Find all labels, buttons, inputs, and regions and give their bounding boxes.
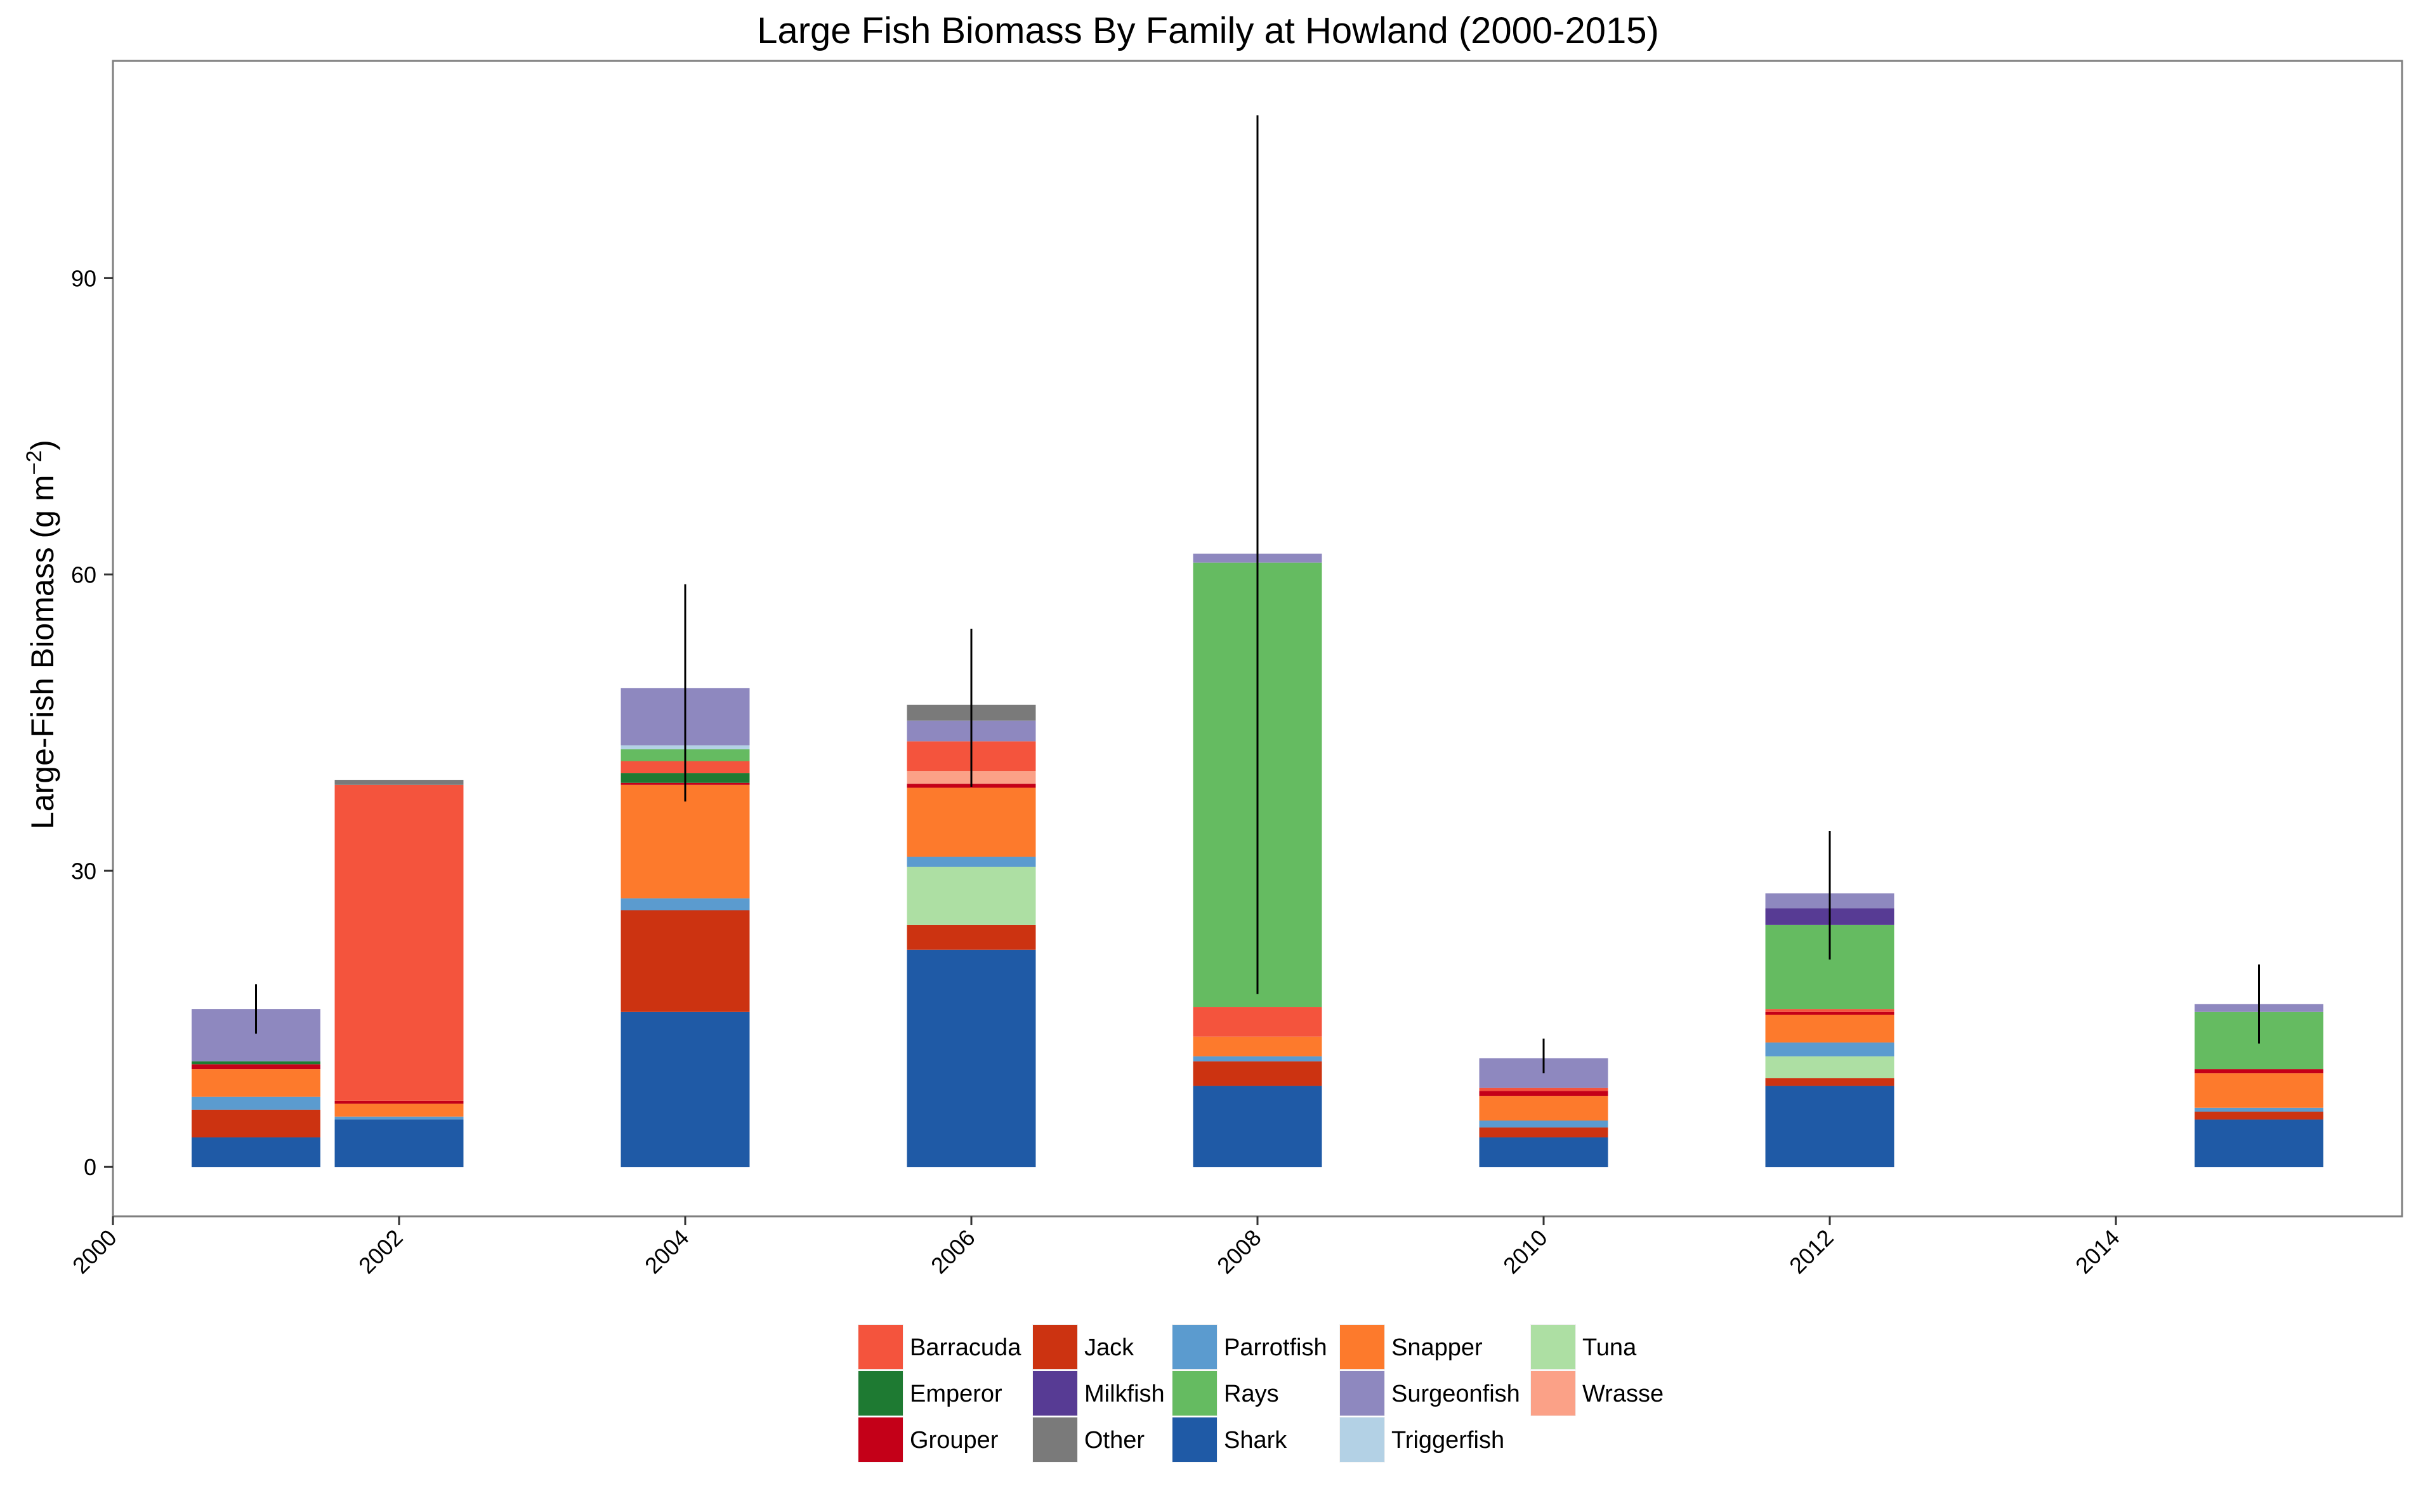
x-tick-label-2014: 2014 — [2070, 1225, 2125, 1279]
bar-2004-parrotfish — [620, 898, 750, 910]
legend-label-grouper: Grouper — [910, 1427, 999, 1454]
legend-key-grouper — [858, 1417, 903, 1462]
bar-2012-jack — [1765, 1078, 1894, 1086]
y-axis-label-close: ) — [25, 440, 60, 450]
x-tick-label-2010: 2010 — [1498, 1225, 1553, 1279]
legend-label-surgeonfish: Surgeonfish — [1391, 1381, 1520, 1407]
legend-label-barracuda: Barracuda — [910, 1334, 1021, 1361]
bar-2010-snapper — [1479, 1096, 1608, 1121]
y-axis-label: Large-Fish Biomass (g m−2) — [22, 440, 60, 829]
x-tick-label-2006: 2006 — [926, 1225, 980, 1279]
legend-key-tuna — [1531, 1325, 1575, 1369]
legend-key-triggerfish — [1340, 1417, 1384, 1462]
bar-2004-snapper — [620, 784, 750, 898]
bar-2012-grouper — [1765, 1011, 1894, 1015]
legend-key-jack — [1033, 1325, 1077, 1369]
bar-2006-parrotfish — [907, 857, 1036, 867]
x-tick-label-2008: 2008 — [1212, 1225, 1266, 1279]
bar-2001-shark — [192, 1137, 320, 1167]
bar-2012-tuna — [1765, 1056, 1894, 1079]
y-tick-label-0: 0 — [84, 1154, 96, 1180]
legend-label-other: Other — [1084, 1427, 1145, 1454]
bar-2015-grouper — [2195, 1069, 2323, 1074]
bar-2006-tuna — [907, 867, 1036, 925]
legend-label-milkfish: Milkfish — [1084, 1381, 1165, 1407]
bar-2001-grouper — [192, 1064, 320, 1070]
bar-2015-shark — [2195, 1119, 2323, 1167]
legend-key-surgeonfish — [1340, 1371, 1384, 1416]
legend-key-barracuda — [858, 1325, 903, 1369]
bar-2002-grouper — [334, 1100, 464, 1104]
plot-area: 0 30 60 90 2000 2002 2004 2006 2008 2010 2012 2014 — [67, 60, 2403, 1279]
bar-2010-shark — [1479, 1137, 1608, 1167]
legend-label-rays: Rays — [1224, 1381, 1279, 1407]
bar-2010-jack — [1479, 1127, 1608, 1138]
bar-2008-jack — [1193, 1061, 1322, 1086]
bar-2010-barracuda — [1479, 1088, 1608, 1091]
legend-key-parrotfish — [1172, 1325, 1217, 1369]
bar-2008-barracuda — [1193, 1007, 1322, 1037]
bar-2006-snapper — [907, 787, 1036, 857]
legend-label-shark: Shark — [1224, 1427, 1287, 1454]
legend-key-snapper — [1340, 1325, 1384, 1369]
bar-2002-parrotfish — [334, 1116, 464, 1120]
bar-2012-barracuda — [1765, 1009, 1894, 1012]
bar-2004-jack — [620, 910, 750, 1012]
legend-key-milkfish — [1033, 1371, 1077, 1416]
bar-2015-jack — [2195, 1112, 2323, 1120]
bar-2012-parrotfish — [1765, 1042, 1894, 1056]
bar-2002-other — [334, 780, 464, 785]
bar-2002-snapper — [334, 1103, 464, 1117]
bar-2001-snapper — [192, 1069, 320, 1097]
legend-key-rays — [1172, 1371, 1217, 1416]
y-tick-label-30: 30 — [71, 858, 96, 884]
bar-2006-jack — [907, 924, 1036, 950]
legend-label-triggerfish: Triggerfish — [1391, 1427, 1504, 1454]
bar-2008-shark — [1193, 1086, 1322, 1167]
bar-2002-shark — [334, 1119, 464, 1167]
legend-label-wrasse: Wrasse — [1582, 1381, 1664, 1407]
legend: Barracuda Emperor Grouper Jack Milkfish Other… — [858, 1324, 1664, 1463]
bar-2002-barracuda — [334, 784, 464, 1101]
legend-key-emperor — [858, 1371, 903, 1416]
bar-2006-shark — [907, 949, 1036, 1167]
bar-2015-parrotfish — [2195, 1107, 2323, 1112]
y-axis-label-main: Large-Fish Biomass (g m — [25, 475, 60, 829]
x-tick-label-2012: 2012 — [1784, 1225, 1839, 1279]
chart-title: Large Fish Biomass By Family at Howland … — [757, 10, 1659, 51]
bar-2012-shark — [1765, 1086, 1894, 1167]
bar-2001-parrotfish — [192, 1096, 320, 1110]
x-tick-label-2002: 2002 — [353, 1225, 408, 1279]
legend-label-jack: Jack — [1084, 1334, 1134, 1361]
legend-label-tuna: Tuna — [1582, 1334, 1637, 1361]
y-tick-label-60: 60 — [71, 562, 96, 588]
legend-label-snapper: Snapper — [1391, 1334, 1483, 1361]
legend-key-other — [1033, 1417, 1077, 1462]
y-axis-label-exponent: −2 — [22, 450, 46, 475]
bar-2008-snapper — [1193, 1036, 1322, 1056]
bar-2001-jack — [192, 1109, 320, 1138]
legend-label-parrotfish: Parrotfish — [1224, 1334, 1327, 1361]
bar-2004-shark — [620, 1011, 750, 1167]
x-tick-label-2000: 2000 — [67, 1225, 122, 1279]
legend-key-shark — [1172, 1417, 1217, 1462]
bar-2008-parrotfish — [1193, 1056, 1322, 1062]
bar-2012-snapper — [1765, 1015, 1894, 1043]
legend-key-wrasse — [1531, 1371, 1575, 1416]
y-tick-label-90: 90 — [71, 265, 96, 291]
bar-2010-parrotfish — [1479, 1121, 1608, 1127]
bar-2010-grouper — [1479, 1091, 1608, 1096]
legend-label-emperor: Emperor — [910, 1381, 1002, 1407]
x-tick-label-2004: 2004 — [640, 1225, 694, 1279]
bar-2001-emperor — [192, 1061, 320, 1065]
bar-2015-snapper — [2195, 1073, 2323, 1108]
